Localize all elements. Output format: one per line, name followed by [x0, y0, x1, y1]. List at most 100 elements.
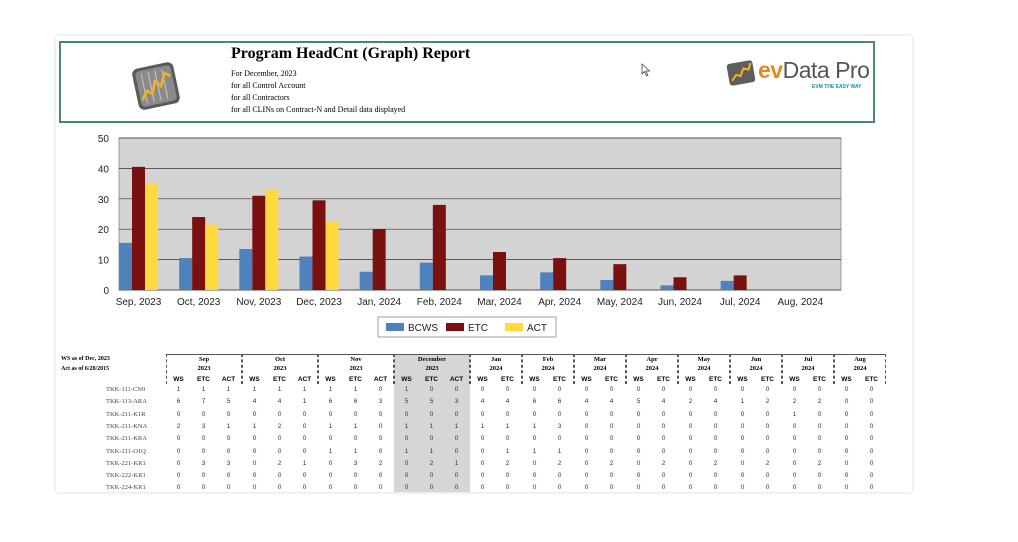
table-cell: 0 [740, 422, 745, 430]
x-tick-label: Mar, 2024 [477, 297, 522, 308]
table-cell: 0 [557, 386, 562, 393]
table-cell: 0 [353, 435, 358, 443]
bar-etc [733, 275, 747, 290]
bar-act [145, 183, 158, 290]
table-cell: 0 [688, 447, 693, 455]
table-cell: 1 [532, 447, 537, 455]
table-cell: 1 [429, 422, 434, 430]
table-cell: 0 [252, 447, 257, 455]
column-label: ETC [761, 376, 774, 383]
table-cell: 0 [302, 484, 307, 492]
table-cell: 4 [584, 398, 589, 406]
table-cell: 0 [505, 484, 510, 492]
table-cell: 0 [557, 484, 562, 492]
table-cell: 0 [176, 459, 181, 467]
bar-etc [432, 204, 446, 290]
row-label: TKK-222-KR1 [106, 472, 146, 480]
table-cell: 0 [765, 484, 770, 492]
bar-bcws [239, 248, 253, 290]
table-cell: 0 [792, 472, 797, 480]
table-cell: 0 [584, 459, 589, 467]
brand-name: evData Pro [758, 57, 870, 84]
table-cell: 0 [328, 472, 333, 480]
table-cell: 0 [252, 484, 257, 492]
table-cell: 0 [817, 386, 822, 393]
table-cell: 1 [404, 447, 409, 455]
table-cell: 0 [201, 472, 206, 480]
table-cell: 0 [688, 435, 693, 443]
month-name: May [697, 356, 711, 363]
table-cell: 0 [480, 447, 485, 455]
table-cell: 4 [252, 398, 257, 406]
table-cell: 0 [201, 410, 206, 418]
column-label: WS [685, 376, 696, 383]
table-cell: 0 [869, 386, 874, 393]
row-label: TKK-221-KR1 [106, 459, 146, 467]
table-cell: 0 [480, 435, 485, 443]
bar-bcws [480, 275, 493, 290]
month-header: Mar 2024 [574, 354, 626, 384]
table-cell: 3 [378, 398, 383, 406]
table-cell: 0 [713, 472, 718, 480]
month-name: Oct [274, 356, 286, 363]
table-cell: 4 [480, 398, 485, 406]
table-cell: 0 [226, 484, 231, 492]
table-cell: 0 [302, 410, 307, 418]
bar-bcws [359, 271, 373, 290]
table-cell: 1 [792, 410, 797, 418]
y-tick-label: 30 [98, 195, 110, 206]
table-cell: 0 [713, 422, 718, 430]
brand-tagline: EVM THE EASY WAY [812, 84, 862, 90]
table-cell: 0 [532, 386, 537, 393]
table-cell: 1 [505, 447, 510, 455]
table-cell: 0 [713, 435, 718, 443]
x-tick-label: Jan, 2024 [357, 297, 401, 308]
y-tick-label: 0 [103, 286, 109, 297]
column-label: WS [529, 376, 540, 383]
table-cell: 0 [609, 410, 614, 418]
table-cell: 0 [277, 484, 282, 492]
table-cell: 1 [532, 422, 537, 430]
table-cell: 0 [454, 435, 459, 443]
x-tick-label: Sep, 2023 [116, 297, 162, 308]
month-year: 2024 [541, 365, 555, 372]
table-cell: 0 [176, 447, 181, 455]
bar-etc [553, 258, 567, 290]
table-cell: 0 [584, 435, 589, 443]
column-label: WS [325, 376, 336, 383]
table-cell: 0 [817, 435, 822, 443]
table-cell: 2 [713, 459, 718, 467]
table-cell: 0 [792, 459, 797, 467]
brand-name-rest: Data Pro [782, 57, 870, 83]
table-cell: 4 [661, 398, 666, 406]
table-cell: 0 [740, 435, 745, 443]
table-cell: 0 [817, 472, 822, 480]
table-cell: 1 [480, 422, 485, 430]
column-label: ETC [197, 376, 210, 383]
table-cell: 0 [252, 435, 257, 443]
legend-swatch-bcws [386, 323, 404, 331]
table-cell: 0 [480, 472, 485, 480]
row-label: TKK-211-K1R [106, 410, 146, 418]
table-cell: 0 [454, 484, 459, 492]
table-cell: 0 [740, 410, 745, 418]
table-cell: 0 [302, 435, 307, 443]
table-cell: 0 [688, 459, 693, 467]
row-label: TKK-224-KR1 [106, 484, 146, 492]
month-header: Oct 2023 [242, 354, 318, 384]
table-cell: 0 [792, 435, 797, 443]
table-cell: 0 [713, 386, 718, 393]
table-cell: 0 [740, 472, 745, 480]
month-name: Nov [350, 356, 362, 363]
table-cell: 0 [378, 484, 383, 492]
table-cell: 0 [277, 410, 282, 418]
table-cell: 0 [252, 410, 257, 418]
column-label: ETC [553, 376, 566, 383]
table-cell: 0 [557, 410, 562, 418]
evdata-pro-logo: evData Pro EVM THE EASY WAY [726, 57, 871, 91]
table-cell: 0 [688, 472, 693, 480]
report-subtitle-control-account: for all Control Account [231, 81, 306, 90]
table-cell: 1 [740, 398, 745, 406]
table-cell: 0 [226, 472, 231, 480]
table-cell: 0 [429, 386, 434, 393]
